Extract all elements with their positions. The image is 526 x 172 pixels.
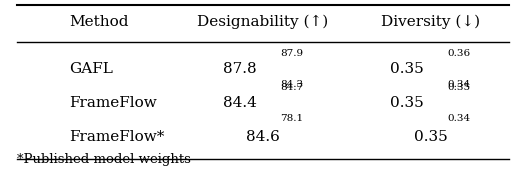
Text: 0.35: 0.35 <box>390 62 424 76</box>
Text: 84.4: 84.4 <box>222 96 256 110</box>
Text: 84.6: 84.6 <box>246 130 280 144</box>
Text: 0.34: 0.34 <box>448 80 471 89</box>
Text: Designability (↑): Designability (↑) <box>197 14 329 29</box>
Text: Diversity (↓): Diversity (↓) <box>381 14 480 29</box>
Text: 87.8: 87.8 <box>222 62 256 76</box>
Text: GAFL: GAFL <box>69 62 113 76</box>
Text: 87.9: 87.9 <box>280 49 304 58</box>
Text: 0.34: 0.34 <box>448 114 471 123</box>
Text: 84.3: 84.3 <box>280 80 304 89</box>
Text: FrameFlow: FrameFlow <box>69 96 157 110</box>
Text: 84.7: 84.7 <box>280 83 304 92</box>
Text: 0.35: 0.35 <box>390 96 424 110</box>
Text: *Published model weights: *Published model weights <box>17 153 191 165</box>
Text: 0.35: 0.35 <box>413 130 447 144</box>
Text: Method: Method <box>69 15 129 29</box>
Text: FrameFlow*: FrameFlow* <box>69 130 165 144</box>
Text: 0.35: 0.35 <box>448 83 471 92</box>
Text: 0.36: 0.36 <box>448 49 471 58</box>
Text: 78.1: 78.1 <box>280 114 304 123</box>
